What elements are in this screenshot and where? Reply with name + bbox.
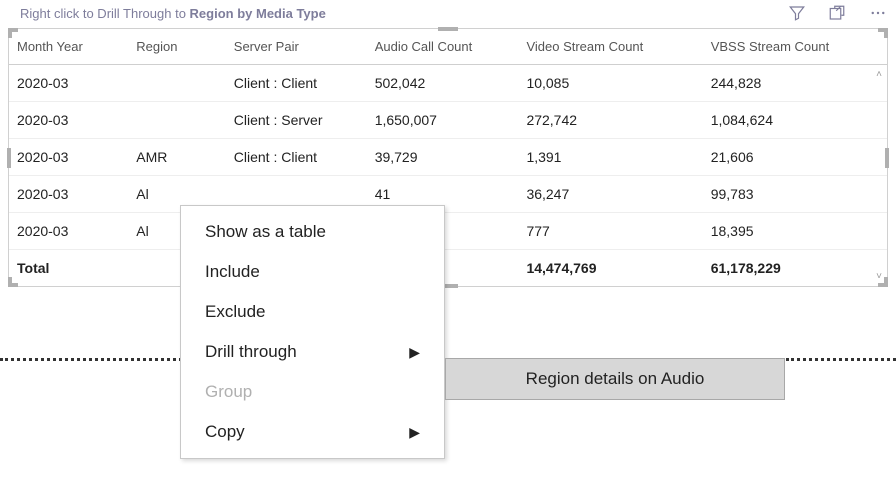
focus-mode-icon[interactable] bbox=[828, 4, 846, 22]
context-menu-item[interactable]: Drill through ▶ bbox=[181, 332, 444, 372]
table-cell: 2020-03 bbox=[9, 139, 128, 176]
drill-hint-prefix: Right click to Drill Through to bbox=[20, 6, 190, 21]
table-cell: 244,828 bbox=[703, 65, 887, 102]
context-menu-item: Group bbox=[181, 372, 444, 412]
table-cell: 272,742 bbox=[518, 102, 702, 139]
drill-hint: Right click to Drill Through to Region b… bbox=[20, 6, 326, 21]
table-row[interactable]: 2020-03 Client : Server1,650,007272,7421,… bbox=[9, 102, 887, 139]
context-menu-item[interactable]: Exclude bbox=[181, 292, 444, 332]
resize-handle-top[interactable] bbox=[438, 27, 458, 31]
table-row[interactable]: 2020-03Al4136,24799,783 bbox=[9, 176, 887, 213]
table-cell: 1,650,007 bbox=[367, 102, 519, 139]
table-total-row: Total3614,474,76961,178,229 bbox=[9, 250, 887, 287]
context-menu-label: Group bbox=[205, 382, 252, 402]
column-header[interactable]: Region bbox=[128, 29, 226, 65]
table-visual: Month YearRegionServer PairAudio Call Co… bbox=[8, 28, 888, 287]
data-table: Month YearRegionServer PairAudio Call Co… bbox=[9, 29, 887, 286]
column-header[interactable]: Server Pair bbox=[226, 29, 367, 65]
table-cell bbox=[128, 102, 226, 139]
drill-hint-target: Region by Media Type bbox=[190, 6, 326, 21]
submenu-item-region-details[interactable]: Region details on Audio bbox=[446, 359, 784, 399]
table-cell: 21,606 bbox=[703, 139, 887, 176]
table-cell: 2020-03 bbox=[9, 176, 128, 213]
table-cell: 1,391 bbox=[518, 139, 702, 176]
table-cell: 502,042 bbox=[367, 65, 519, 102]
table-cell: 777 bbox=[518, 213, 702, 250]
table-cell: 39,729 bbox=[367, 139, 519, 176]
table-row[interactable]: 2020-03 Client : Client502,04210,085244,8… bbox=[9, 65, 887, 102]
context-menu-label: Copy bbox=[205, 422, 245, 442]
context-menu-label: Exclude bbox=[205, 302, 265, 322]
table-cell bbox=[128, 65, 226, 102]
table-body: 2020-03 Client : Client502,04210,085244,8… bbox=[9, 65, 887, 287]
table-cell: 2020-03 bbox=[9, 213, 128, 250]
resize-handle-left[interactable] bbox=[7, 148, 11, 168]
context-menu: Show as a table Include Exclude Drill throu… bbox=[180, 205, 445, 459]
table-row[interactable]: 2020-03Al4177718,395 bbox=[9, 213, 887, 250]
table-cell: 36,247 bbox=[518, 176, 702, 213]
resize-handle-right[interactable] bbox=[885, 148, 889, 168]
table-header-row: Month YearRegionServer PairAudio Call Co… bbox=[9, 29, 887, 65]
chevron-right-icon: ▶ bbox=[409, 424, 420, 441]
column-header[interactable]: VBSS Stream Count bbox=[703, 29, 887, 65]
filter-icon[interactable] bbox=[788, 4, 806, 22]
vertical-scrollbar[interactable]: ˄ ˅ bbox=[873, 69, 885, 282]
visual-header-icons bbox=[788, 4, 888, 22]
context-menu-item[interactable]: Include bbox=[181, 252, 444, 292]
column-header[interactable]: Audio Call Count bbox=[367, 29, 519, 65]
resize-handle-tl[interactable] bbox=[8, 28, 18, 38]
table-cell: 10,085 bbox=[518, 65, 702, 102]
selection-marquee-right bbox=[786, 358, 896, 361]
drill-through-submenu: Region details on Audio bbox=[445, 358, 785, 400]
table-cell: Client : Client bbox=[226, 139, 367, 176]
table-cell: 61,178,229 bbox=[703, 250, 887, 287]
context-menu-item[interactable]: Show as a table bbox=[181, 212, 444, 252]
table-cell: Total bbox=[9, 250, 128, 287]
context-menu-label: Drill through bbox=[205, 342, 297, 362]
column-header[interactable]: Month Year bbox=[9, 29, 128, 65]
table-cell: 99,783 bbox=[703, 176, 887, 213]
scroll-up-icon[interactable]: ˄ bbox=[876, 69, 882, 80]
context-menu-item[interactable]: Copy ▶ bbox=[181, 412, 444, 452]
context-menu-label: Show as a table bbox=[205, 222, 326, 242]
resize-handle-bl[interactable] bbox=[8, 277, 18, 287]
chevron-right-icon: ▶ bbox=[409, 344, 420, 361]
table-cell: 18,395 bbox=[703, 213, 887, 250]
table-cell: 2020-03 bbox=[9, 102, 128, 139]
table-cell: 14,474,769 bbox=[518, 250, 702, 287]
table-cell: Client : Server bbox=[226, 102, 367, 139]
context-menu-label: Include bbox=[205, 262, 260, 282]
table-cell: 2020-03 bbox=[9, 65, 128, 102]
table-row[interactable]: 2020-03AMRClient : Client39,7291,39121,6… bbox=[9, 139, 887, 176]
more-options-icon[interactable] bbox=[868, 4, 888, 22]
scroll-down-icon[interactable]: ˅ bbox=[876, 271, 882, 282]
resize-handle-tr[interactable] bbox=[878, 28, 888, 38]
table-cell: 1,084,624 bbox=[703, 102, 887, 139]
table-cell: AMR bbox=[128, 139, 226, 176]
column-header[interactable]: Video Stream Count bbox=[518, 29, 702, 65]
table-cell: Client : Client bbox=[226, 65, 367, 102]
visual-header: Right click to Drill Through to Region b… bbox=[0, 0, 896, 26]
